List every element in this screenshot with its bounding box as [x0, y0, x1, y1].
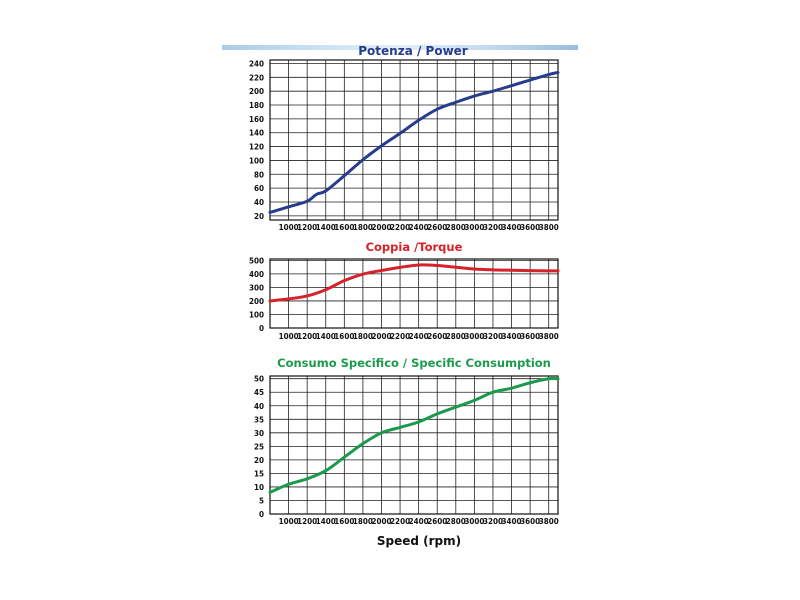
y-tick-label: 300 [249, 283, 264, 292]
chart-specific-consumption: Consumo Specifico / Specific Consumption… [254, 356, 560, 526]
x-tick-label: 2400 [409, 332, 429, 341]
x-tick-label: 2600 [427, 332, 447, 341]
x-tick-label: 1200 [297, 517, 317, 526]
x-tick-label: 1000 [279, 223, 299, 232]
chart-title: Potenza / Power [358, 44, 468, 58]
x-tick-label: 2600 [427, 517, 447, 526]
chart-power: Potenza / Power 100012001400160018002000… [249, 44, 560, 232]
y-tick-label: 120 [249, 143, 264, 152]
y-tick-label: 80 [254, 170, 264, 179]
y-tick-label: 20 [254, 456, 264, 465]
x-axis-label: Speed (rpm) [377, 534, 461, 548]
chart-torque: Coppia /Torque 1000120014001600180020002… [249, 240, 560, 341]
y-tick-label: 10 [254, 483, 264, 492]
y-tick-label: 200 [249, 297, 264, 306]
x-tick-label: 1000 [279, 517, 299, 526]
y-tick-label: 0 [259, 510, 264, 519]
x-tick-label: 2200 [390, 517, 410, 526]
y-tick-label: 40 [254, 402, 264, 411]
y-tick-label: 25 [254, 442, 264, 451]
x-tick-label: 3200 [483, 223, 503, 232]
y-tick-label: 180 [249, 101, 264, 110]
y-tick-label: 100 [249, 310, 264, 319]
x-tick-label: 2400 [409, 517, 429, 526]
x-tick-label: 2800 [446, 223, 466, 232]
x-tick-label: 3000 [464, 332, 484, 341]
x-tick-label: 3800 [539, 332, 559, 341]
x-tick-label: 1600 [334, 332, 354, 341]
header-banner-strip [222, 45, 578, 50]
y-tick-label: 60 [254, 184, 264, 193]
x-tick-label: 1800 [353, 517, 373, 526]
x-tick-label: 1200 [297, 223, 317, 232]
x-tick-label: 1600 [334, 517, 354, 526]
x-tick-label: 3000 [464, 517, 484, 526]
x-tick-label: 3600 [520, 332, 540, 341]
x-tick-label: 3600 [520, 223, 540, 232]
x-tick-label: 3000 [464, 223, 484, 232]
y-tick-label: 100 [249, 156, 264, 165]
y-tick-label: 45 [254, 388, 264, 397]
x-tick-label: 1800 [353, 223, 373, 232]
x-tick-label: 2800 [446, 517, 466, 526]
series-line [268, 263, 560, 303]
y-tick-label: 20 [254, 212, 264, 221]
x-tick-label: 1400 [316, 223, 336, 232]
x-tick-label: 2200 [390, 332, 410, 341]
y-tick-label: 500 [249, 256, 264, 265]
y-tick-label: 30 [254, 429, 264, 438]
plot-frame [269, 258, 559, 329]
y-tick-label: 140 [249, 129, 264, 138]
x-tick-label: 3200 [483, 517, 503, 526]
y-tick-label: 15 [254, 469, 264, 478]
x-tick-label: 2000 [371, 223, 391, 232]
x-tick-label: 1200 [297, 332, 317, 341]
y-tick-label: 160 [249, 115, 264, 124]
x-tick-label: 2200 [390, 223, 410, 232]
x-tick-label: 3200 [483, 332, 503, 341]
x-tick-label: 3800 [539, 517, 559, 526]
x-tick-label: 1600 [334, 223, 354, 232]
x-tick-label: 2800 [446, 332, 466, 341]
x-tick-label: 3600 [520, 517, 540, 526]
x-tick-label: 3400 [502, 223, 522, 232]
x-tick-label: 3400 [502, 332, 522, 341]
series-line [268, 376, 560, 494]
x-tick-label: 2400 [409, 223, 429, 232]
plot-frame [269, 59, 559, 221]
x-tick-label: 3400 [502, 517, 522, 526]
y-tick-label: 0 [259, 324, 264, 333]
x-tick-label: 1400 [316, 332, 336, 341]
y-tick-label: 40 [254, 198, 264, 207]
plot-frame [269, 375, 559, 515]
y-tick-label: 240 [249, 59, 264, 68]
series-line [268, 70, 560, 214]
x-tick-label: 1400 [316, 517, 336, 526]
y-tick-label: 220 [249, 73, 264, 82]
y-tick-label: 50 [254, 375, 264, 384]
y-tick-label: 200 [249, 87, 264, 96]
y-tick-label: 5 [259, 496, 264, 505]
x-tick-label: 1800 [353, 332, 373, 341]
x-tick-label: 3800 [539, 223, 559, 232]
x-tick-label: 1000 [279, 332, 299, 341]
y-tick-label: 400 [249, 270, 264, 279]
x-tick-label: 2000 [371, 517, 391, 526]
x-tick-label: 2600 [427, 223, 447, 232]
chart-title: Coppia /Torque [366, 240, 463, 254]
x-tick-label: 2000 [371, 332, 391, 341]
chart-title: Consumo Specifico / Specific Consumption [277, 356, 551, 370]
y-tick-label: 35 [254, 415, 264, 424]
